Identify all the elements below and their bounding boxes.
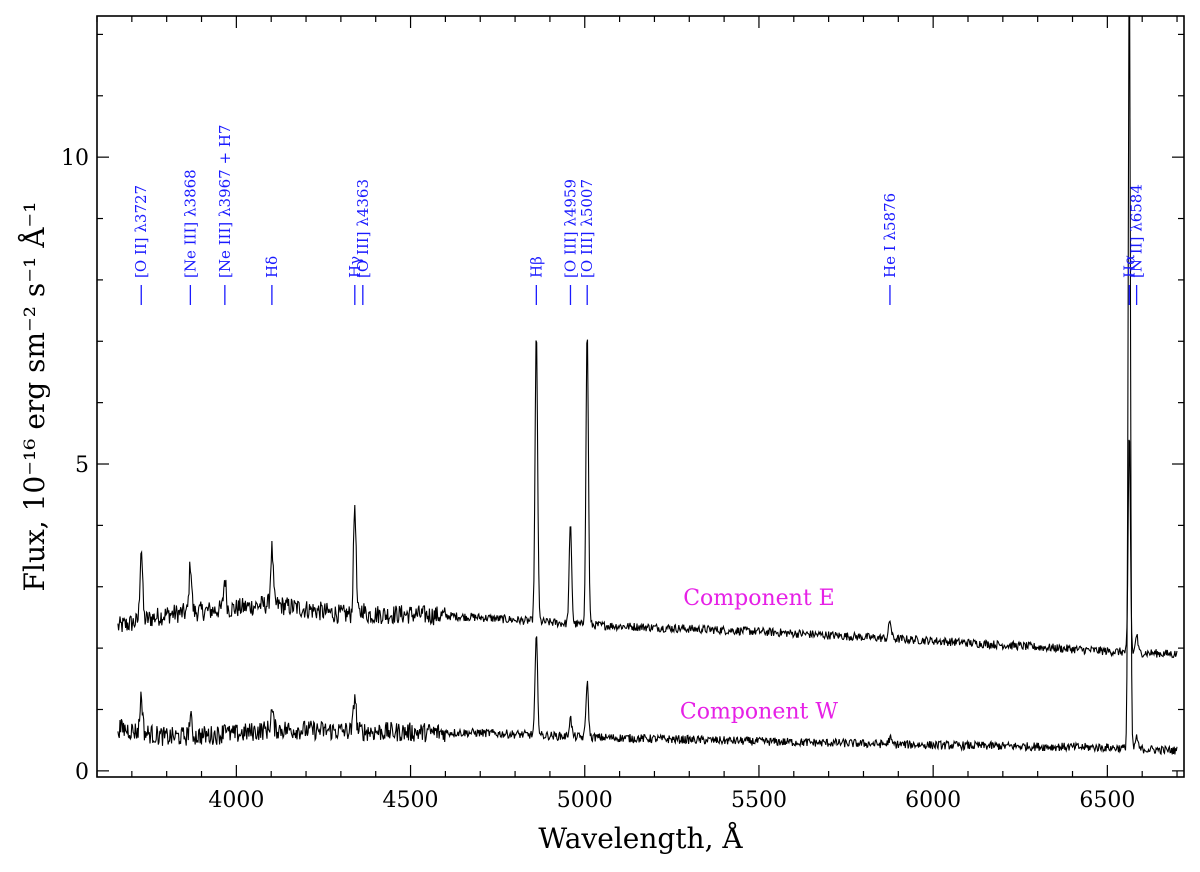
- line-label: Hγ: [346, 256, 364, 278]
- series-label-component-e: Component E: [683, 586, 835, 611]
- x-tick-label: 5000: [557, 788, 613, 813]
- line-label: [O III] λ4363: [354, 179, 372, 278]
- line-label: Hα: [1120, 255, 1138, 278]
- x-tick-label: 6500: [1079, 788, 1135, 813]
- line-label: Hδ: [263, 256, 281, 278]
- y-axis-title: Flux, 10⁻¹⁶ erg sm⁻² s⁻¹ Å⁻¹: [18, 202, 51, 592]
- y-tick-label: 5: [75, 453, 89, 478]
- y-tick-label: 10: [61, 146, 89, 171]
- line-label: [N II] λ6584: [1128, 184, 1146, 278]
- x-axis-title: Wavelength, Å: [538, 822, 743, 855]
- chart-text: Wavelength, Å Flux, 10⁻¹⁶ erg sm⁻² s⁻¹ Å…: [18, 125, 1146, 855]
- axes: [96, 15, 1185, 778]
- line-label: [Ne III] λ3868: [181, 169, 199, 278]
- series-label-component-w: Component W: [680, 700, 838, 725]
- line-label: [O II] λ3727: [132, 185, 150, 278]
- series-line-component-w: [117, 16, 1178, 756]
- series-line-component-e: [117, 339, 1178, 659]
- plot-area: [117, 16, 1178, 756]
- line-label: [O III] λ4959: [561, 179, 579, 278]
- line-label: Hβ: [527, 256, 545, 278]
- plot-frame: [96, 15, 1185, 778]
- x-tick-label: 4000: [208, 788, 264, 813]
- line-label: [Ne III] λ3967 + H7: [216, 125, 234, 278]
- x-tick-label: 4500: [383, 788, 439, 813]
- x-tick-label: 5500: [731, 788, 787, 813]
- x-tick-label: 6000: [905, 788, 961, 813]
- line-label: He I λ5876: [881, 193, 899, 278]
- line-label: [O III] λ5007: [578, 179, 596, 278]
- y-tick-label: 0: [75, 760, 89, 785]
